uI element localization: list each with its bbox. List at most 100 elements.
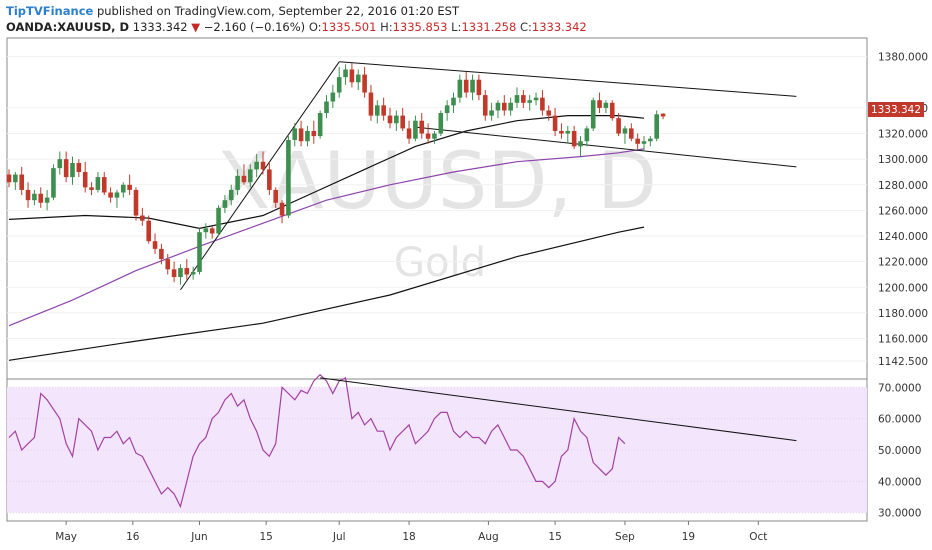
price-trendlines — [180, 61, 797, 291]
candle-body — [63, 159, 69, 178]
candle-body — [343, 69, 348, 78]
candle-body — [565, 130, 571, 134]
candle-body — [406, 128, 412, 139]
price-change: −2.160 (−0.16%) — [203, 20, 306, 34]
time-tick-label: Sep — [615, 531, 635, 543]
candle-body — [387, 115, 393, 124]
price-tick-label: 1160.000 — [878, 334, 928, 346]
candle-body — [101, 177, 107, 193]
candle-body — [114, 192, 120, 198]
candle-body — [546, 110, 552, 116]
candle-body — [470, 79, 475, 93]
time-axis: May 16 Jun 15 Jul 18 Aug 15 Sep 19 Oct — [55, 521, 767, 543]
candle-body — [336, 77, 342, 93]
candle-body — [44, 197, 50, 203]
price-trendline — [339, 61, 797, 97]
candle-body — [235, 175, 240, 190]
published-text: published on TradingView.com, September … — [96, 4, 459, 18]
time-tick-label: Aug — [478, 531, 499, 543]
candle-body — [457, 79, 463, 98]
candle-body — [514, 95, 520, 103]
candle-body — [38, 193, 44, 203]
candle-body — [209, 228, 215, 234]
close-value: 1333.342 — [531, 20, 587, 34]
candle-body — [438, 113, 444, 134]
price-pane[interactable] — [6, 37, 868, 380]
last-price: 1333.342 — [132, 20, 188, 34]
candle-body — [508, 102, 513, 111]
rsi-tick-label: 50.0000 — [878, 445, 921, 457]
price-tick-label: 1142.500 — [878, 356, 928, 368]
candle-body — [19, 174, 24, 190]
candle-body — [527, 100, 532, 103]
candle-body — [82, 171, 88, 188]
rsi-line — [8, 373, 626, 509]
candle-body — [629, 128, 634, 139]
candle-body — [165, 259, 171, 270]
candle-body — [203, 228, 209, 233]
candle-body — [444, 105, 450, 114]
candlestick-series — [6, 63, 666, 285]
candle-body — [273, 189, 278, 203]
candle-body — [489, 110, 494, 116]
candle-body — [76, 163, 82, 172]
candle-body — [248, 169, 253, 183]
candle-body — [57, 159, 63, 169]
price-tick-label: 1280.000 — [878, 180, 928, 192]
candle-body — [590, 100, 596, 129]
symbol-label: OANDA:XAUUSD, D — [6, 20, 130, 34]
open-label: O: — [308, 20, 322, 34]
rsi-axis: 70.0000 60.0000 50.0000 40.0000 30.0000 — [7, 382, 921, 520]
candle-body — [584, 128, 590, 142]
candle-body — [279, 202, 285, 216]
candle-body — [571, 130, 577, 147]
candle-body — [362, 74, 367, 93]
low-value: 1331.258 — [461, 20, 517, 34]
close-label: C: — [519, 20, 532, 34]
last-price-tag: 1333.342 — [868, 102, 924, 117]
candle-body — [13, 174, 18, 183]
publisher-name[interactable]: TipTVFinance — [6, 4, 94, 18]
price-tick-label: 1380.000 — [878, 52, 928, 64]
candle-body — [413, 120, 418, 139]
publish-line: TipTVFinance published on TradingView.co… — [6, 3, 926, 19]
candle-body — [375, 105, 380, 116]
last-price-tag-bg — [868, 102, 924, 117]
candle-body — [133, 189, 139, 216]
candle-body — [6, 174, 12, 183]
candle-body — [260, 161, 266, 170]
candle-body — [305, 130, 310, 142]
candle-body — [178, 268, 183, 278]
candle-body — [70, 163, 75, 178]
low-label: L: — [451, 20, 462, 34]
candle-body — [146, 220, 151, 242]
price-axis: 1380.0001340.0001320.0001300.0001280.000… — [878, 52, 928, 368]
price-trendline — [415, 126, 797, 168]
rsi-trendline — [320, 377, 797, 442]
candle-body — [425, 133, 431, 139]
time-tick-label: Jul — [332, 531, 346, 543]
candle-body — [121, 184, 126, 193]
candle-body — [95, 177, 101, 190]
candle-body — [25, 189, 31, 201]
candle-body — [419, 120, 425, 134]
candle-body — [552, 115, 558, 131]
candle-body — [298, 128, 304, 142]
rsi-tick-label: 60.0000 — [878, 414, 921, 426]
candle-body — [400, 115, 405, 129]
candle-body — [463, 79, 469, 93]
rsi-series — [8, 373, 797, 509]
candle-body — [635, 138, 640, 144]
rsi-tick-label: 40.0000 — [878, 476, 921, 488]
price-trendline — [180, 61, 340, 291]
time-tick-label: Oct — [749, 531, 767, 543]
candle-body — [502, 102, 507, 111]
candle-body — [648, 138, 653, 142]
candle-body — [32, 193, 37, 201]
candle-body — [451, 97, 456, 106]
down-arrow-icon: ▼ — [191, 20, 201, 34]
time-tick-label: 18 — [402, 531, 415, 543]
candle-body — [330, 92, 336, 102]
candle-body — [89, 187, 94, 190]
